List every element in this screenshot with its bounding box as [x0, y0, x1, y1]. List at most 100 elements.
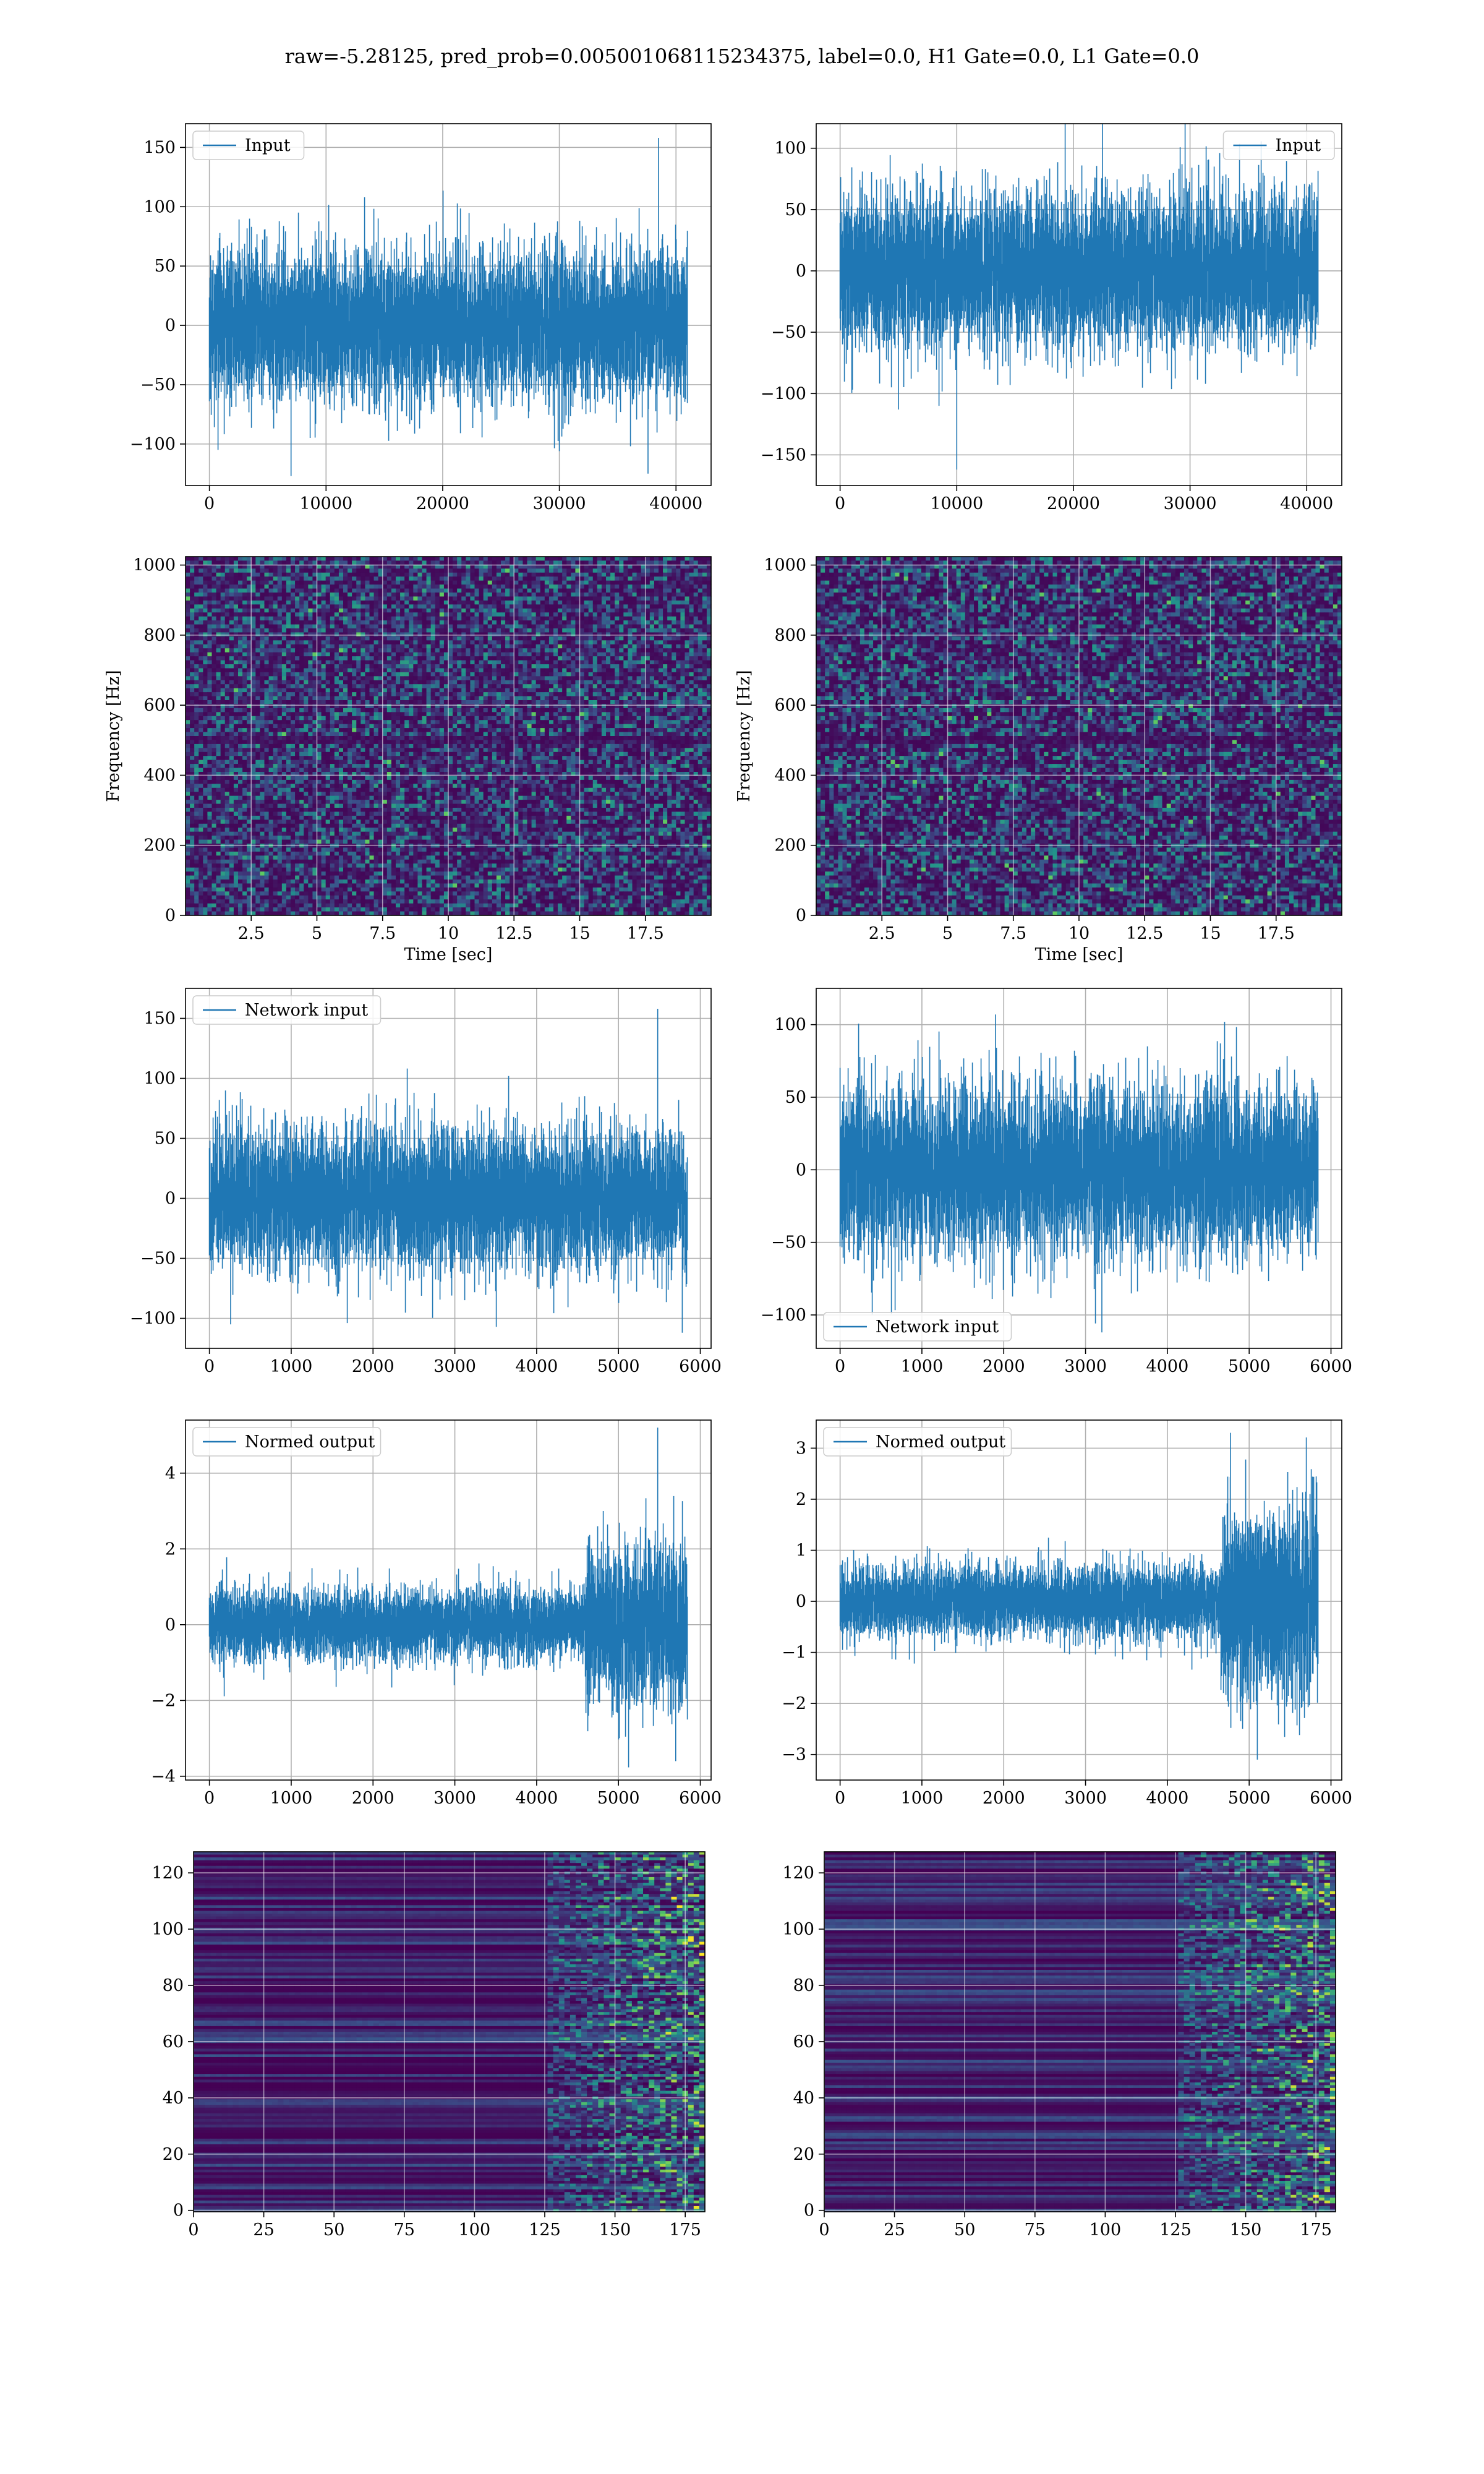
- x-tick-label: 5000: [597, 1789, 640, 1808]
- y-tick-label: 120: [151, 1864, 184, 1883]
- y-tick-label: 200: [143, 836, 176, 855]
- y-tick-label: 120: [782, 1864, 814, 1883]
- y-tick-label: 20: [793, 2145, 814, 2164]
- y-tick-label: 40: [163, 2089, 184, 2108]
- series-line: [840, 1014, 1318, 1332]
- y-tick-label: −2: [782, 1694, 806, 1713]
- y-tick-label: 2: [796, 1490, 806, 1509]
- y-tick-label: −50: [771, 1233, 806, 1252]
- heatmap-cells: [194, 1852, 706, 2212]
- legend-label: Input: [1276, 136, 1321, 155]
- y-tick-label: 100: [774, 1016, 806, 1035]
- y-tick-label: 0: [165, 906, 176, 925]
- y-tick-label: 0: [173, 2201, 184, 2220]
- legend-label: Network input: [876, 1317, 999, 1337]
- x-tick-label: 7.5: [369, 924, 396, 943]
- y-tick-label: 50: [785, 200, 806, 220]
- x-tick-label: 0: [835, 1789, 845, 1808]
- x-tick-label: 100: [1090, 2220, 1122, 2240]
- x-tick-label: 10: [438, 924, 459, 943]
- y-tick-label: 60: [793, 2032, 814, 2052]
- legend-label: Normed output: [876, 1432, 1005, 1452]
- x-tick-label: 25: [253, 2220, 274, 2240]
- x-tick-label: 0: [204, 1789, 215, 1808]
- y-tick-label: 0: [796, 262, 806, 281]
- y-tick-label: −50: [140, 1249, 176, 1269]
- x-tick-label: 15: [569, 924, 590, 943]
- x-tick-label: 10000: [299, 494, 352, 513]
- y-tick-label: 3: [796, 1439, 806, 1458]
- y-tick-label: 100: [143, 1069, 176, 1089]
- y-tick-label: 800: [143, 626, 176, 645]
- x-tick-label: 0: [835, 1357, 845, 1376]
- x-tick-label: 3000: [1064, 1789, 1107, 1808]
- y-tick-label: 0: [796, 1592, 806, 1611]
- y-tick-label: 0: [804, 2201, 814, 2220]
- x-tick-label: 50: [323, 2220, 344, 2240]
- x-tick-label: 150: [599, 2220, 631, 2240]
- x-tick-label: 30000: [533, 494, 586, 513]
- y-tick-label: 0: [796, 1160, 806, 1179]
- x-tick-label: 40000: [1280, 494, 1333, 513]
- x-tick-label: 12.5: [1126, 924, 1163, 943]
- chart-spectrogram-right: 2.5 5 7.5 10 12.5 15 17.502004006008001000Time…: [735, 556, 1342, 964]
- y-tick-label: 0: [165, 1189, 176, 1209]
- y-tick-label: 400: [774, 766, 806, 785]
- y-tick-label: 50: [785, 1088, 806, 1107]
- series-line: [210, 1009, 688, 1333]
- series-line: [210, 1427, 688, 1767]
- x-tick-label: 4000: [1146, 1357, 1189, 1376]
- y-tick-label: −150: [761, 445, 806, 464]
- y-tick-label: 50: [155, 1129, 176, 1149]
- x-tick-label: 25: [884, 2220, 905, 2240]
- x-tick-label: 4000: [1146, 1789, 1189, 1808]
- y-tick-label: −100: [761, 384, 806, 403]
- y-tick-label: 20: [163, 2145, 184, 2164]
- y-tick-label: 0: [165, 316, 176, 335]
- chart-network-input-right: 0 1000 2000 3000 4000 5000 6000−100−50050100Ne…: [761, 988, 1352, 1376]
- series-line: [840, 1433, 1318, 1760]
- y-axis-label: Frequency [Hz]: [735, 670, 754, 802]
- y-tick-label: 100: [151, 1920, 184, 1939]
- x-tick-label: 6000: [679, 1789, 722, 1808]
- x-tick-label: 125: [1159, 2220, 1192, 2240]
- x-tick-label: 20000: [1047, 494, 1100, 513]
- y-tick-label: 0: [165, 1616, 176, 1635]
- chart-spectrogram-left: 2.5 5 7.5 10 12.5 15 17.502004006008001000Time…: [104, 556, 712, 964]
- x-tick-label: 6000: [679, 1357, 722, 1376]
- x-tick-label: 1000: [901, 1357, 944, 1376]
- x-tick-label: 5000: [1228, 1357, 1271, 1376]
- x-tick-label: 3000: [1064, 1357, 1107, 1376]
- plots-canvas: 0 10000 20000 30000 40000−100−50050100150 Inp…: [0, 0, 1484, 2474]
- y-tick-label: −100: [130, 435, 176, 454]
- y-tick-label: 600: [143, 696, 176, 715]
- y-tick-label: −100: [130, 1309, 176, 1329]
- x-tick-label: 0: [819, 2220, 829, 2240]
- chart-network-input-left: 0 1000 2000 3000 4000 5000 6000−100−5005010015…: [130, 988, 722, 1376]
- x-tick-label: 3000: [433, 1789, 476, 1808]
- x-axis-label: Time [sec]: [1035, 945, 1124, 964]
- x-tick-label: 30000: [1164, 494, 1217, 513]
- x-tick-label: 6000: [1310, 1789, 1352, 1808]
- x-tick-label: 5: [942, 924, 953, 943]
- x-tick-label: 40000: [649, 494, 702, 513]
- x-tick-label: 125: [529, 2220, 561, 2240]
- x-tick-label: 2000: [352, 1789, 394, 1808]
- x-tick-label: 2000: [983, 1789, 1025, 1808]
- x-tick-label: 75: [394, 2220, 415, 2240]
- x-tick-label: 2.5: [869, 924, 895, 943]
- x-tick-label: 10: [1068, 924, 1090, 943]
- legend-label: Network input: [245, 1001, 368, 1020]
- x-tick-label: 100: [459, 2220, 491, 2240]
- y-tick-label: 0: [796, 906, 806, 925]
- x-tick-label: 3000: [433, 1357, 476, 1376]
- x-tick-label: 20000: [416, 494, 469, 513]
- x-tick-label: 5000: [1228, 1789, 1271, 1808]
- x-tick-label: 175: [1300, 2220, 1332, 2240]
- x-tick-label: 0: [188, 2220, 198, 2240]
- y-tick-label: −4: [151, 1767, 176, 1786]
- series-line: [210, 138, 688, 476]
- y-tick-label: −1: [782, 1643, 806, 1663]
